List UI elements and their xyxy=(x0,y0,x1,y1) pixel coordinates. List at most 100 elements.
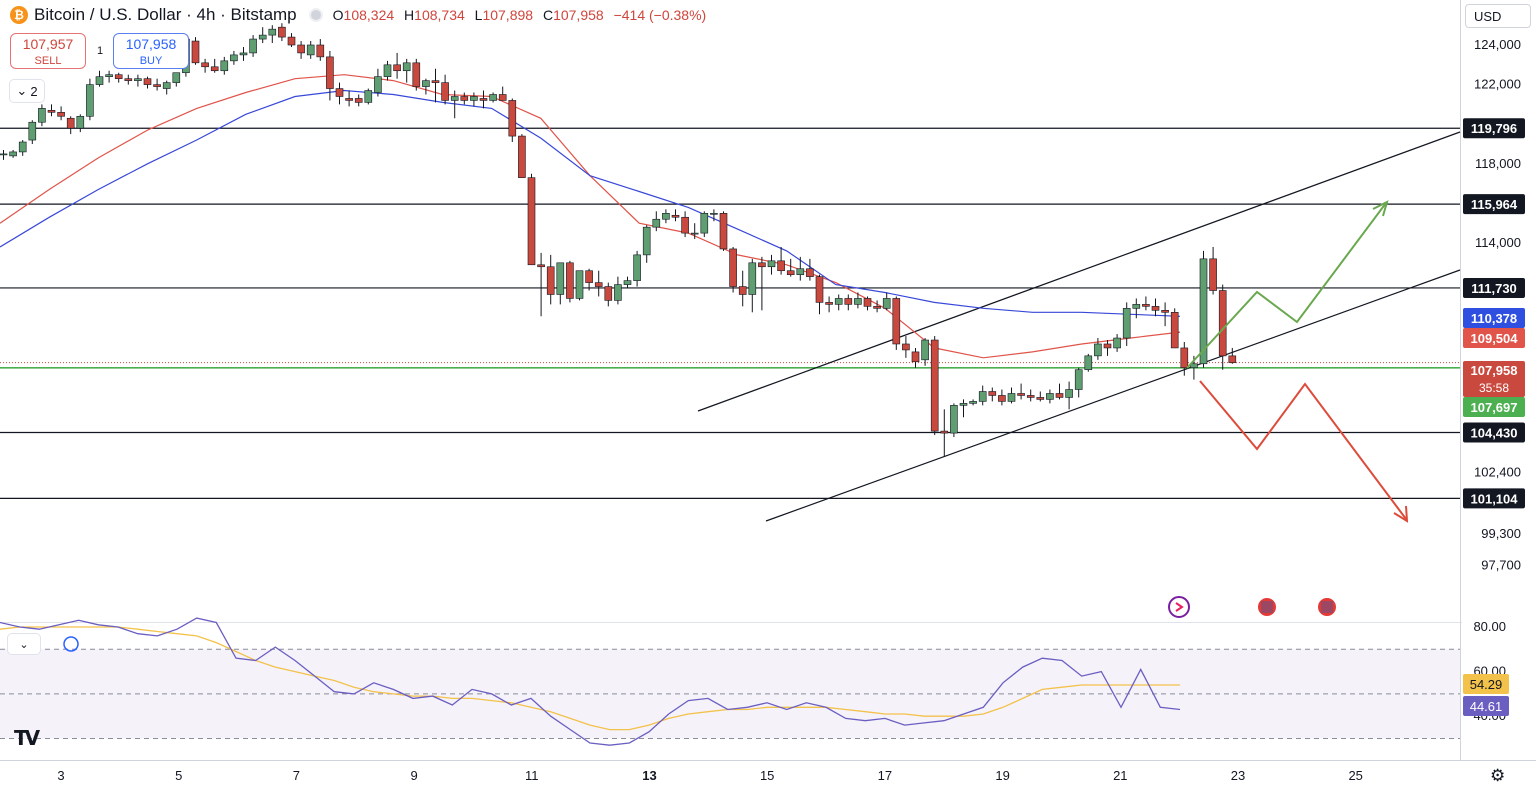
open-value: 108,324 xyxy=(343,7,395,23)
candle-body xyxy=(393,64,401,72)
flag-canton xyxy=(1321,601,1333,613)
candle-body xyxy=(239,52,248,56)
candle-body xyxy=(374,76,382,93)
market-status-icon[interactable] xyxy=(308,8,323,22)
rsi-badge xyxy=(1463,696,1509,716)
ohlc-values: O108,324 H108,734 L107,898 C107,958 −414… xyxy=(332,7,707,23)
time-tick-label: 21 xyxy=(1113,768,1127,783)
candle-body xyxy=(479,98,488,101)
level-price-label: 119,796 xyxy=(1471,121,1517,136)
candle-body xyxy=(594,282,603,287)
candle-body xyxy=(1180,347,1189,369)
candle-body xyxy=(978,391,987,402)
price-tick-label: 124,000 xyxy=(1474,37,1521,52)
candle-body xyxy=(268,28,277,36)
candle-body xyxy=(575,270,584,299)
price-tick-label: 102,400 xyxy=(1474,465,1521,480)
us-flag-event-icon xyxy=(1256,596,1278,618)
candle-body xyxy=(431,80,440,83)
candle-body xyxy=(671,214,680,218)
candle-body xyxy=(863,298,872,307)
ema50-price-label-bg xyxy=(1463,308,1525,328)
candle-body xyxy=(105,74,113,77)
rsi-collapse-button[interactable]: ⌄ xyxy=(8,634,40,654)
candle-body xyxy=(940,430,949,434)
candle-body xyxy=(930,339,939,432)
candle-body xyxy=(134,78,142,81)
candle-body xyxy=(844,298,853,305)
last-price-label: 107,958 xyxy=(1471,363,1518,378)
candle-body xyxy=(537,264,545,268)
candle-body xyxy=(335,88,344,97)
time-tick-label: 5 xyxy=(175,768,182,783)
indicators-toggle[interactable]: ⌄ 2 xyxy=(10,80,44,102)
candle-body xyxy=(306,44,315,56)
candle-body xyxy=(326,56,334,89)
chevron-down-icon: ⌄ xyxy=(19,638,29,651)
candle-body xyxy=(633,254,641,281)
price-tick-label: 118,000 xyxy=(1475,156,1521,171)
time-tick-label: 7 xyxy=(293,768,300,783)
candle-body xyxy=(345,98,353,101)
candle-body xyxy=(969,401,977,404)
candle-body xyxy=(527,177,536,266)
candle-body xyxy=(66,117,75,129)
candle-body xyxy=(114,74,123,79)
candle-body xyxy=(508,100,517,137)
candle-body xyxy=(364,90,373,103)
candle-body xyxy=(585,270,593,283)
candle-body xyxy=(566,262,574,299)
candle-body xyxy=(162,82,171,89)
candle-body xyxy=(556,262,565,295)
candle-body xyxy=(0,153,8,156)
time-tick-label: 9 xyxy=(410,768,417,783)
candle-body xyxy=(710,213,718,215)
level-price-label: 104,430 xyxy=(1471,425,1518,440)
last-price-badge xyxy=(1463,361,1525,397)
candle-body xyxy=(786,270,795,275)
candle-body xyxy=(1142,304,1150,307)
gear-icon[interactable]: ⚙ xyxy=(1490,766,1506,785)
refresh-icon xyxy=(63,636,79,652)
bitcoin-icon: ₿ xyxy=(10,6,28,24)
sell-button[interactable]: 107,957 SELL xyxy=(10,33,86,69)
candle-body xyxy=(1017,393,1025,396)
tradingview-logo[interactable]: TV xyxy=(14,726,40,750)
currency-select[interactable]: USD xyxy=(1465,4,1531,28)
candle-body xyxy=(1113,337,1121,349)
time-tick-label: 23 xyxy=(1231,768,1245,783)
bearish-arrowhead-icon xyxy=(1393,505,1409,523)
symbol-title[interactable]: Bitcoin / U.S. Dollar · 4h · Bitstamp xyxy=(34,5,297,24)
candle-body xyxy=(700,213,709,234)
buy-button[interactable]: 107,958 BUY xyxy=(113,33,189,69)
candle-body xyxy=(614,284,622,301)
candle-body xyxy=(278,26,286,38)
candle-body xyxy=(1055,393,1064,398)
level-price-label: 111,730 xyxy=(1471,281,1517,296)
time-tick-label: 13 xyxy=(642,768,656,783)
time-tick-label: 15 xyxy=(760,768,774,783)
candle-body xyxy=(1228,355,1237,363)
candle-body xyxy=(690,232,699,235)
candle-body xyxy=(470,96,478,101)
candle-body xyxy=(460,96,469,101)
candle-body xyxy=(1151,306,1160,311)
ema20-price-label: 109,504 xyxy=(1471,331,1519,346)
candle-body xyxy=(1046,393,1054,400)
channel-lower-line xyxy=(765,269,1461,522)
spread-value: 1 xyxy=(97,45,104,57)
bullish-arrowhead-icon xyxy=(1372,200,1389,217)
chevron-down-icon: ⌄ xyxy=(16,83,28,98)
candle-body xyxy=(498,94,507,101)
level-price-label-bg xyxy=(1463,194,1525,215)
candle-body xyxy=(623,280,632,285)
sell-price: 107,957 xyxy=(22,36,74,52)
ema-20-line xyxy=(0,74,1181,359)
time-axis-border xyxy=(0,760,1536,761)
rsi-value: 44.61 xyxy=(1470,699,1503,714)
candle-body xyxy=(748,262,757,295)
candle-body xyxy=(1084,355,1093,371)
candle-body xyxy=(153,84,161,87)
symbol-header: ₿ Bitcoin / U.S. Dollar · 4h · Bitstamp … xyxy=(10,5,712,25)
